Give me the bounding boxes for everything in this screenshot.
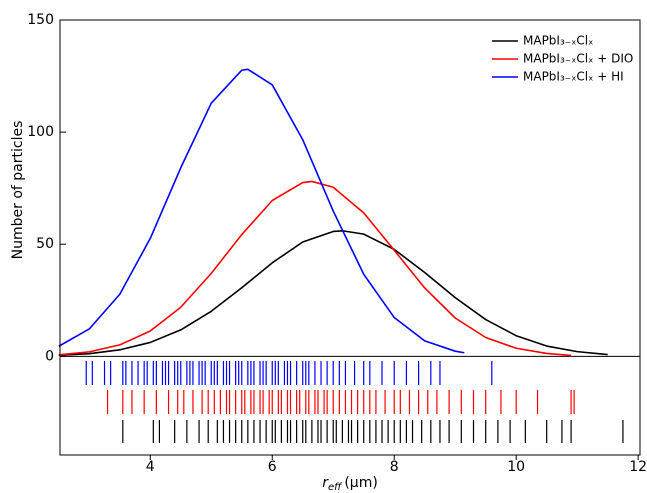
legend-label: MAPbI₃₋ₓClₓ + HI <box>523 70 624 84</box>
x-label-unit: (μm) <box>344 475 377 491</box>
x-label-symbol: r <box>322 475 329 491</box>
plot-frame <box>59 19 641 456</box>
y-tick-label: 0 <box>45 348 54 364</box>
y-tick-label: 50 <box>36 236 54 252</box>
x-axis-label: reff (μm) <box>322 475 378 493</box>
y-tick-label: 150 <box>27 12 54 28</box>
y-axis-label: Number of particles <box>10 121 26 260</box>
x-tick-label: 12 <box>629 459 647 475</box>
x-tick-label: 10 <box>507 459 525 475</box>
curve <box>58 229 608 357</box>
curve <box>58 68 465 354</box>
x-tick-label: 4 <box>146 459 155 475</box>
legend-label: MAPbI₃₋ₓClₓ <box>523 34 593 48</box>
y-tick-label: 100 <box>27 124 54 140</box>
x-label-subscript: eff <box>328 482 343 493</box>
legend-label: MAPbI₃₋ₓClₓ + DIO <box>523 52 633 66</box>
x-tick-label: 8 <box>390 459 399 475</box>
curve <box>58 180 572 357</box>
x-tick-label: 6 <box>268 459 277 475</box>
